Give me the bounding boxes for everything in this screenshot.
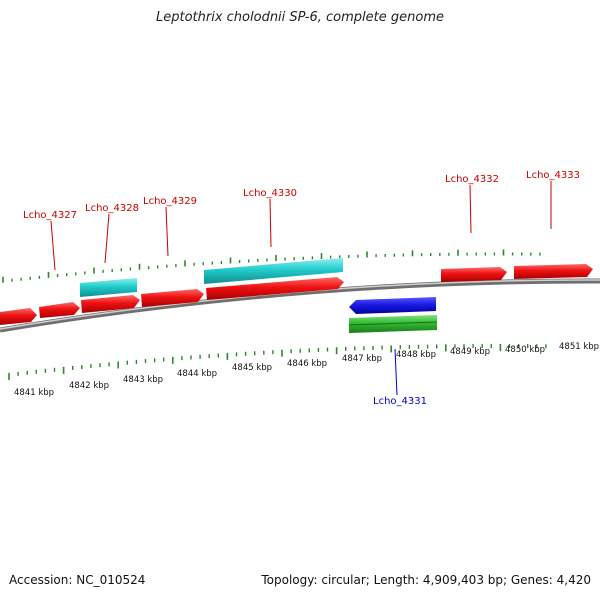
- gene-label-leaders: [50, 181, 552, 396]
- rna-feature-lcho-4330[interactable]: [204, 258, 343, 284]
- gene-label-lcho-4328[interactable]: Lcho_4328: [85, 203, 139, 214]
- gene-arrow-lcho-4332[interactable]: [441, 267, 507, 282]
- kbp-label: 4848 kbp: [396, 350, 436, 360]
- gene-leader-line: [104, 213, 110, 264]
- gene-label-lcho-4327[interactable]: Lcho_4327: [23, 210, 77, 221]
- gene-arrow-2[interactable]: [39, 302, 80, 318]
- green-feature-divider: [348, 321, 438, 326]
- kbp-label: 4843 kbp: [123, 375, 163, 385]
- gene-label-lcho-4331[interactable]: Lcho_4331: [373, 396, 427, 407]
- kbp-label: 4841 kbp: [14, 388, 54, 398]
- kbp-label: 4846 kbp: [287, 359, 327, 369]
- kbp-label: 4845 kbp: [232, 363, 272, 373]
- gene-arrow-lcho-4329[interactable]: [141, 289, 204, 307]
- gene-arrow-lcho-4328[interactable]: [81, 295, 140, 313]
- gene-leader-line: [165, 206, 169, 257]
- kbp-label: 4849 kbp: [450, 347, 490, 357]
- kbp-label: 4850 kbp: [505, 345, 545, 355]
- gene-arrow-1[interactable]: [0, 308, 37, 325]
- kbp-label-row: 4841 kbp 4842 kbp 4843 kbp 4844 kbp 4845 kbp…: [14, 342, 599, 398]
- gene-arrow-lcho-4333[interactable]: [514, 264, 593, 279]
- gene-label-lcho-4332[interactable]: Lcho_4332: [445, 174, 499, 185]
- accession-text: Accession: NC_010524: [9, 573, 146, 587]
- genome-backbone: [0, 278, 600, 333]
- genome-title: Leptothrix cholodnii SP-6, complete geno…: [156, 10, 444, 25]
- gene-leader-line: [394, 348, 398, 396]
- gene-leader-line: [469, 184, 472, 234]
- gene-label-lcho-4333[interactable]: Lcho_4333: [526, 170, 580, 181]
- gene-label-lcho-4329[interactable]: Lcho_4329: [143, 196, 197, 207]
- lower-tick-row: [8, 344, 547, 380]
- kbp-label: 4842 kbp: [69, 381, 109, 391]
- gene-leader-line: [50, 220, 56, 271]
- gene-arrow-lcho-4330[interactable]: [206, 277, 344, 300]
- gene-leader-line: [269, 198, 272, 248]
- gene-label-lcho-4330[interactable]: Lcho_4330: [243, 188, 297, 199]
- rna-feature-lcho-4328[interactable]: [80, 278, 137, 297]
- kbp-label: 4851 kbp: [559, 342, 599, 352]
- upper-tick-row: [2, 249, 541, 283]
- gene-arrow-lcho-4331[interactable]: [349, 297, 436, 314]
- kbp-label: 4847 kbp: [342, 354, 382, 364]
- kbp-label: 4844 kbp: [177, 369, 217, 379]
- genome-summary-text: Topology: circular; Length: 4,909,403 bp…: [261, 573, 591, 587]
